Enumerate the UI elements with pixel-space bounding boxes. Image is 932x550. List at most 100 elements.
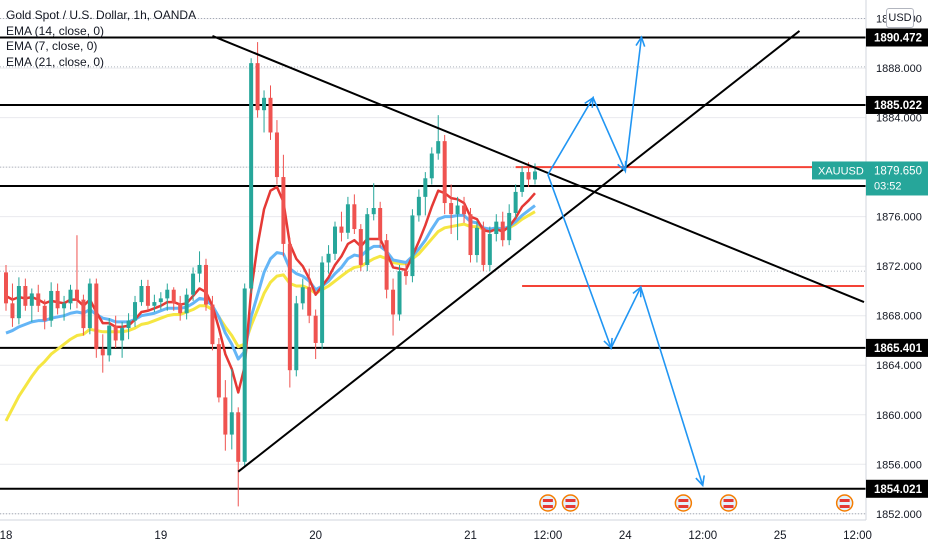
candle[interactable] — [249, 63, 254, 289]
candle[interactable] — [423, 178, 428, 197]
candle[interactable] — [326, 253, 331, 263]
candle[interactable] — [391, 289, 396, 315]
trendlines[interactable] — [212, 30, 865, 473]
candle[interactable] — [300, 287, 305, 304]
candle[interactable] — [352, 204, 357, 230]
us-flag-icon[interactable] — [674, 494, 693, 512]
candle[interactable] — [397, 271, 402, 315]
candle[interactable] — [126, 320, 131, 329]
candle[interactable] — [139, 286, 144, 303]
candle[interactable] — [236, 412, 241, 462]
candle[interactable] — [507, 212, 512, 241]
candle[interactable] — [281, 177, 286, 244]
candle[interactable] — [384, 240, 389, 290]
horizontal-levels[interactable] — [0, 36, 866, 490]
current-price-tag[interactable] — [866, 161, 928, 196]
candle[interactable] — [16, 286, 21, 319]
candle[interactable] — [113, 325, 118, 341]
candle[interactable] — [474, 227, 479, 256]
candle[interactable] — [223, 397, 228, 435]
candle[interactable] — [371, 208, 376, 215]
currency-button[interactable]: USD — [886, 8, 914, 28]
candle[interactable] — [513, 191, 518, 213]
candle[interactable] — [339, 226, 344, 233]
candle[interactable] — [74, 289, 79, 300]
candle[interactable] — [171, 289, 176, 304]
candle[interactable] — [436, 141, 441, 154]
candle[interactable] — [42, 305, 47, 321]
us-flag-icon[interactable] — [719, 494, 738, 512]
candle[interactable] — [165, 289, 170, 299]
forecast-path[interactable] — [547, 174, 704, 486]
candle[interactable] — [487, 234, 492, 265]
candle[interactable] — [184, 294, 189, 314]
price-axis[interactable]: 1852.000 1856.000 1860.000 1864.000 1868.000… — [812, 0, 932, 550]
candle[interactable] — [107, 325, 112, 356]
candle[interactable] — [133, 302, 138, 321]
candle[interactable] — [500, 221, 505, 241]
candle[interactable] — [494, 221, 499, 234]
economic-events[interactable] — [539, 494, 854, 512]
candle[interactable] — [158, 298, 163, 303]
candle[interactable] — [81, 299, 86, 329]
candle[interactable] — [100, 349, 105, 356]
candle[interactable] — [191, 273, 196, 295]
candle[interactable] — [68, 289, 73, 304]
candle[interactable] — [210, 304, 215, 345]
candle[interactable] — [229, 412, 234, 435]
candle[interactable] — [442, 141, 447, 204]
forecast-path[interactable] — [547, 37, 643, 175]
candle[interactable] — [313, 315, 318, 343]
candle[interactable] — [178, 303, 183, 314]
us-flag-icon[interactable] — [539, 494, 557, 512]
candlesticks[interactable] — [4, 42, 537, 507]
ema-7-label[interactable]: EMA (7, close, 0) — [6, 39, 98, 53]
level-price-tag[interactable] — [866, 338, 928, 357]
candle[interactable] — [36, 293, 41, 306]
candle[interactable] — [145, 286, 150, 306]
level-price-tag[interactable] — [866, 28, 928, 47]
candle[interactable] — [320, 262, 325, 343]
candle[interactable] — [87, 283, 92, 329]
candle[interactable] — [532, 171, 537, 180]
candle[interactable] — [62, 303, 67, 309]
trendline[interactable] — [212, 34, 865, 304]
forecast-paths[interactable] — [547, 35, 705, 488]
candle[interactable] — [429, 153, 434, 179]
symbol-tag[interactable] — [812, 161, 866, 180]
candle[interactable] — [94, 283, 99, 350]
candle[interactable] — [526, 172, 531, 180]
time-axis[interactable]: 18 19 20 21 12:00 24 12:00 25 12:00 — [0, 519, 872, 542]
candle[interactable] — [268, 97, 273, 133]
candle[interactable] — [462, 205, 467, 215]
candle[interactable] — [274, 132, 279, 178]
us-flag-icon[interactable] — [835, 494, 854, 512]
candle[interactable] — [333, 226, 338, 254]
candle[interactable] — [378, 208, 383, 241]
candle[interactable] — [49, 290, 54, 321]
candle[interactable] — [242, 288, 247, 462]
candle[interactable] — [287, 243, 292, 371]
candle[interactable] — [120, 328, 125, 341]
candle[interactable] — [365, 214, 370, 265]
candle[interactable] — [416, 196, 421, 216]
trendline[interactable] — [237, 30, 801, 473]
candle[interactable] — [262, 97, 267, 111]
candle[interactable] — [455, 205, 460, 215]
candle[interactable] — [55, 290, 60, 309]
candle[interactable] — [197, 264, 202, 274]
candle[interactable] — [294, 303, 299, 371]
candle[interactable] — [358, 229, 363, 265]
candle[interactable] — [203, 264, 208, 305]
candle[interactable] — [468, 214, 473, 256]
symbol-title[interactable]: Gold Spot / U.S. Dollar, 1h, OANDA — [6, 8, 197, 22]
candle[interactable] — [481, 227, 486, 265]
level-price-tag[interactable] — [866, 479, 928, 498]
candle[interactable] — [255, 63, 260, 111]
candle[interactable] — [345, 204, 350, 233]
candle[interactable] — [520, 172, 525, 192]
ema-14-label[interactable]: EMA (14, close, 0) — [6, 23, 105, 38]
candle[interactable] — [10, 303, 15, 319]
level-price-tag[interactable] — [866, 95, 928, 114]
